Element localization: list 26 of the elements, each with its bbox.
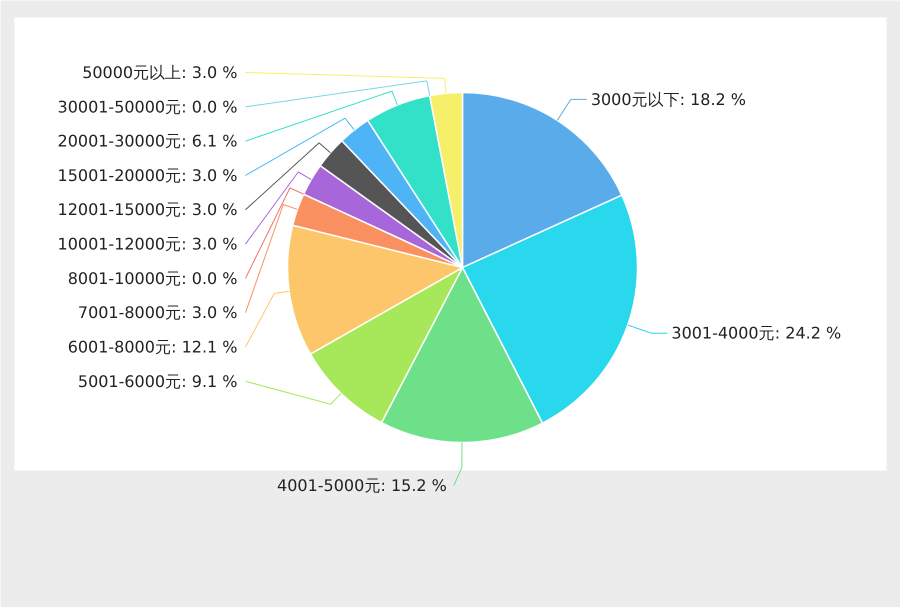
data-label: : 6.1 % — [181, 132, 238, 151]
data-label: : 24.2 % — [774, 324, 842, 343]
slice-label: 10001-12000元 — [58, 234, 182, 254]
slice-label: 5001-6000元 — [78, 372, 182, 391]
category-label: 30001-50000元 — [58, 97, 182, 116]
data-label: : 3.0 % — [181, 166, 238, 185]
slice-label: 4001-5000元 — [277, 476, 380, 495]
category-label: 8001-10000元 — [68, 268, 182, 288]
slice-label: 12001-15000元 — [58, 200, 182, 220]
data-label: : 3.0 % — [181, 63, 238, 82]
slice-label: 3001-4000元 — [671, 324, 775, 343]
slice-label: 15001-20000元 — [58, 166, 182, 185]
slice-label: 20001-30000元 — [58, 132, 182, 151]
text: : 0.0 % — [181, 268, 238, 288]
slice-label: 7001-8000元 — [78, 303, 182, 322]
data-label: : 9.1 % — [181, 372, 238, 391]
slice-label: 3000元以下 — [590, 90, 680, 109]
data-label: : 3.0 % — [181, 200, 238, 220]
slice-label: 50000元以上 — [82, 63, 182, 82]
data-label: : 12.1 % — [171, 337, 238, 356]
data-label: : 3.0 % — [181, 234, 238, 254]
text: : 0.0 % — [181, 97, 238, 116]
data-label: : 15.2 % — [380, 476, 447, 495]
slice-label: 6001-8000元 — [68, 337, 171, 356]
data-label: : 18.2 % — [680, 90, 746, 109]
data-label: : 3.0 % — [181, 303, 238, 322]
